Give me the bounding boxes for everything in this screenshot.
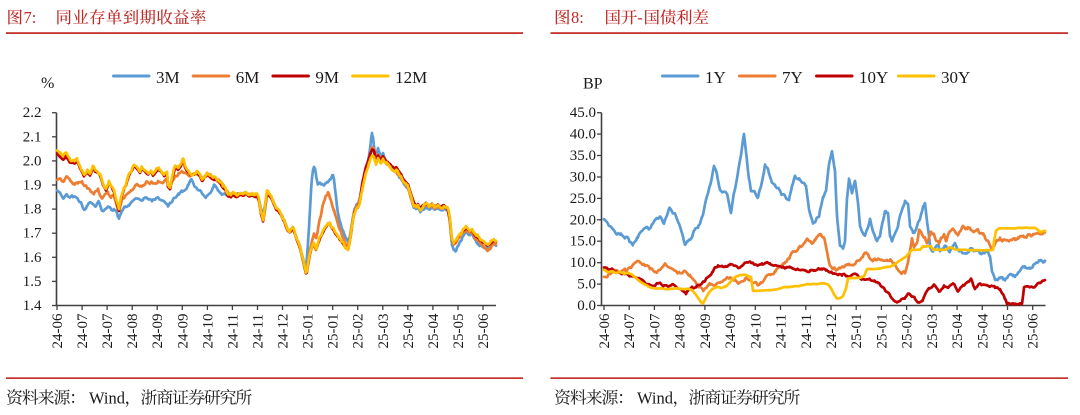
svg-text:25-01: 25-01 bbox=[301, 314, 317, 349]
svg-text:1.9: 1.9 bbox=[23, 178, 42, 194]
svg-text:25-06: 25-06 bbox=[1026, 313, 1042, 348]
svg-text:24-10: 24-10 bbox=[200, 314, 216, 349]
svg-text:25-05: 25-05 bbox=[451, 314, 467, 349]
svg-text:5.0: 5.0 bbox=[577, 277, 596, 293]
svg-text:30.0: 30.0 bbox=[570, 170, 596, 186]
svg-text:25-01: 25-01 bbox=[849, 314, 865, 349]
svg-text:25-04: 25-04 bbox=[426, 313, 442, 348]
svg-text:24-12: 24-12 bbox=[824, 314, 840, 349]
svg-text:30Y: 30Y bbox=[941, 68, 970, 87]
svg-text:25-04: 25-04 bbox=[950, 313, 966, 348]
svg-text:20.0: 20.0 bbox=[570, 212, 596, 228]
svg-text:24-09: 24-09 bbox=[175, 314, 191, 349]
svg-text:24-11: 24-11 bbox=[774, 314, 790, 348]
svg-text:25-01: 25-01 bbox=[874, 314, 890, 349]
svg-text:-: - bbox=[637, 8, 643, 27]
svg-text:2.1: 2.1 bbox=[23, 129, 42, 145]
svg-text:7:: 7: bbox=[24, 8, 37, 27]
svg-text:1.8: 1.8 bbox=[23, 202, 42, 218]
svg-text:25-04: 25-04 bbox=[401, 313, 417, 348]
svg-text:Wind: Wind bbox=[89, 389, 126, 408]
svg-text:25-01: 25-01 bbox=[326, 314, 342, 349]
svg-text:15.0: 15.0 bbox=[570, 234, 596, 250]
svg-text:24-08: 24-08 bbox=[673, 314, 689, 349]
svg-text:25-03: 25-03 bbox=[925, 314, 941, 349]
svg-text:Wind: Wind bbox=[637, 389, 674, 408]
svg-text:1.6: 1.6 bbox=[23, 250, 42, 266]
svg-text:24-11: 24-11 bbox=[225, 314, 241, 348]
svg-text:8:: 8: bbox=[571, 8, 584, 27]
svg-text:1Y: 1Y bbox=[705, 68, 726, 87]
svg-text:24-09: 24-09 bbox=[723, 314, 739, 349]
svg-text:24-08: 24-08 bbox=[125, 314, 141, 349]
svg-text:10Y: 10Y bbox=[859, 68, 888, 87]
svg-text:24-07: 24-07 bbox=[647, 313, 663, 348]
svg-text:24-07: 24-07 bbox=[75, 313, 91, 348]
svg-text:24-09: 24-09 bbox=[698, 314, 714, 349]
svg-text:24-07: 24-07 bbox=[100, 313, 116, 348]
svg-text:9M: 9M bbox=[315, 68, 339, 87]
svg-text:0.0: 0.0 bbox=[577, 298, 596, 314]
svg-text:24-10: 24-10 bbox=[748, 314, 764, 349]
svg-text:25-03: 25-03 bbox=[376, 314, 392, 349]
svg-text:3M: 3M bbox=[156, 68, 180, 87]
svg-text:1.4: 1.4 bbox=[23, 298, 42, 314]
svg-text:35.0: 35.0 bbox=[570, 148, 596, 164]
svg-text:%: % bbox=[41, 75, 54, 92]
svg-text:12M: 12M bbox=[395, 68, 427, 87]
svg-text:24-11: 24-11 bbox=[799, 314, 815, 348]
svg-text:BP: BP bbox=[583, 76, 603, 93]
svg-text:25-05: 25-05 bbox=[1001, 314, 1017, 349]
svg-text:10.0: 10.0 bbox=[570, 255, 596, 271]
svg-text:25.0: 25.0 bbox=[570, 191, 596, 207]
svg-text:7Y: 7Y bbox=[782, 68, 803, 87]
svg-text:25-02: 25-02 bbox=[351, 314, 367, 349]
svg-text:24-06: 24-06 bbox=[50, 313, 66, 348]
svg-text:25-06: 25-06 bbox=[476, 313, 492, 348]
svg-text:1.7: 1.7 bbox=[23, 226, 42, 242]
svg-text:24-07: 24-07 bbox=[622, 313, 638, 348]
svg-text:24-09: 24-09 bbox=[150, 314, 166, 349]
svg-text:24-06: 24-06 bbox=[597, 313, 613, 348]
svg-text:24-12: 24-12 bbox=[276, 314, 292, 349]
svg-text:25-02: 25-02 bbox=[900, 314, 916, 349]
svg-text:2.2: 2.2 bbox=[23, 105, 42, 121]
svg-text:25-04: 25-04 bbox=[975, 313, 991, 348]
svg-text:24-11: 24-11 bbox=[251, 314, 267, 348]
svg-text:6M: 6M bbox=[236, 68, 260, 87]
svg-text:2.0: 2.0 bbox=[23, 153, 42, 169]
svg-text:45.0: 45.0 bbox=[570, 105, 596, 121]
svg-text:40.0: 40.0 bbox=[570, 127, 596, 143]
svg-text:1.5: 1.5 bbox=[23, 274, 42, 290]
